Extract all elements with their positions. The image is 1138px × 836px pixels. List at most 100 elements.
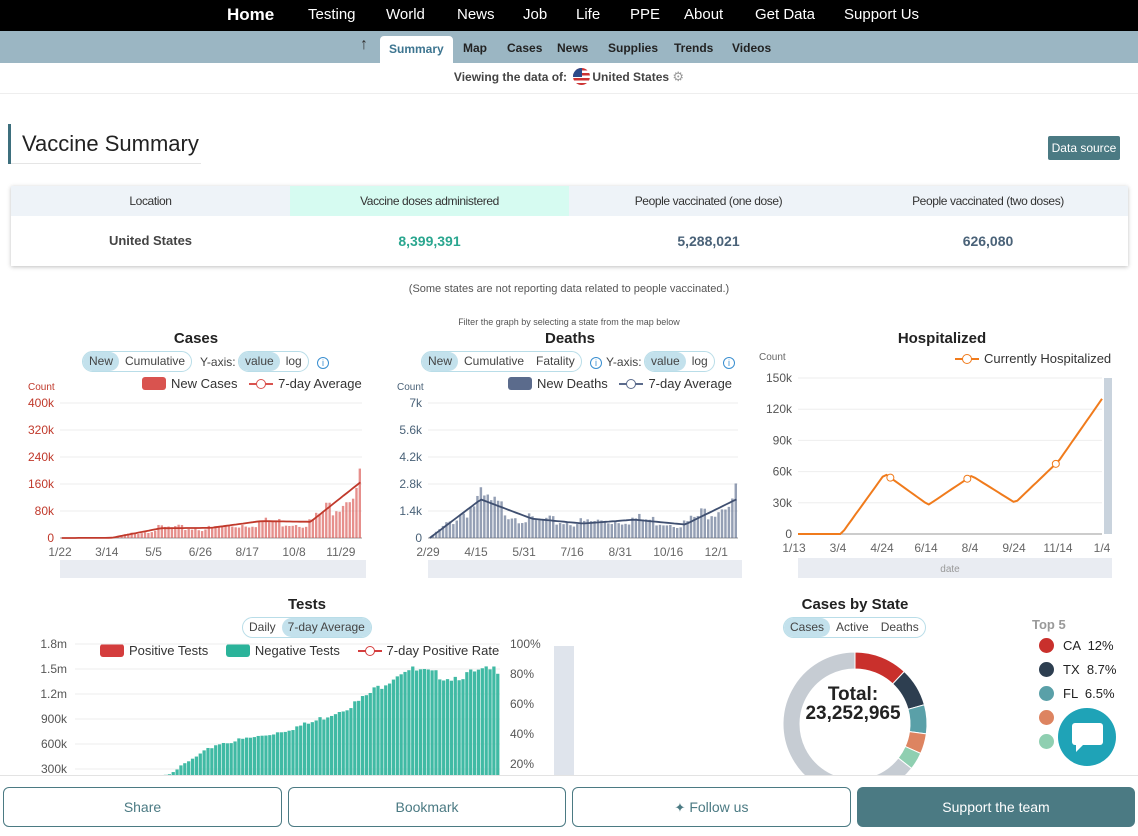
legend-7day-average[interactable]: 7-day Average: [278, 376, 362, 391]
deaths-chart[interactable]: Count 7k 5.6k 4.2k 2.8k 1.4k 02/29 4/15 5/31 7/16…: [380, 380, 760, 580]
top5-row[interactable]: CA 12%: [1039, 638, 1114, 653]
bar: [298, 526, 301, 538]
arrow-up-icon[interactable]: ↑: [360, 36, 368, 53]
chat-button[interactable]: [1058, 708, 1116, 766]
x-tick-label: 1/13: [782, 541, 806, 555]
bar: [150, 532, 153, 538]
tab-summary[interactable]: Summary: [380, 36, 453, 63]
bar: [679, 527, 682, 538]
info-icon[interactable]: i: [317, 357, 329, 369]
toggle-value[interactable]: value: [239, 352, 280, 371]
bookmark-button[interactable]: Bookmark: [288, 787, 566, 827]
nav-about[interactable]: About: [684, 6, 724, 23]
x-tick-label: 9/24: [1002, 541, 1026, 555]
toggle-deaths[interactable]: Deaths: [880, 620, 919, 634]
negative-bar: [476, 669, 481, 794]
bar: [638, 513, 641, 538]
tab-map[interactable]: Map: [463, 41, 487, 55]
bar: [338, 511, 341, 538]
tests-chart[interactable]: 1.8m 1.5m 1.2m 900k 600k 300k 100% 80% 60% 40% 20%: [0, 630, 600, 823]
location-name[interactable]: United States: [592, 70, 670, 84]
toggle-fatality[interactable]: Fatality: [536, 354, 575, 368]
bar: [569, 525, 572, 538]
negative-bar: [299, 725, 303, 794]
tab-supplies[interactable]: Supplies: [608, 41, 659, 55]
bar: [672, 526, 675, 538]
tests-legend: Positive Tests Negative Tests 7-day Posi…: [100, 643, 499, 658]
info-icon[interactable]: i: [590, 357, 602, 369]
tab-videos[interactable]: Videos: [732, 41, 772, 55]
bar: [576, 524, 579, 538]
toggle-log[interactable]: log: [285, 354, 302, 368]
nav-ppe[interactable]: PPE: [630, 6, 661, 23]
cell-location: United States: [108, 233, 193, 248]
nav-life[interactable]: Life: [576, 6, 601, 23]
legend-currently-hospitalized[interactable]: Currently Hospitalized: [984, 351, 1112, 366]
col-one-dose[interactable]: People vaccinated (one dose): [569, 186, 848, 216]
toggle-cases[interactable]: Cases: [784, 618, 831, 637]
top5-row[interactable]: [1039, 734, 1063, 749]
tab-news[interactable]: News: [557, 41, 589, 55]
legend-positive-tests[interactable]: Positive Tests: [129, 643, 209, 658]
bar: [294, 525, 298, 538]
toggle-active[interactable]: Active: [836, 620, 869, 634]
nav-get-data[interactable]: Get Data: [755, 6, 816, 23]
legend-new-cases[interactable]: New Cases: [171, 376, 238, 391]
tab-cases[interactable]: Cases: [507, 41, 543, 55]
legend-7day-average[interactable]: 7-day Average: [648, 376, 733, 391]
negative-bar: [403, 671, 407, 794]
nav-news[interactable]: News: [457, 6, 495, 23]
nav-world[interactable]: World: [386, 6, 425, 23]
bar: [490, 500, 493, 538]
top5-row[interactable]: [1039, 710, 1063, 725]
bar: [348, 502, 351, 538]
nav-support-us[interactable]: Support Us: [844, 6, 920, 23]
follow-us-button[interactable]: ✦ Follow us: [572, 787, 851, 827]
negative-bar: [469, 669, 473, 794]
x-tick-label: 12/1: [705, 545, 729, 559]
bar: [254, 527, 257, 538]
state-donut-chart[interactable]: Total:23,252,965: [770, 640, 950, 797]
top5-row[interactable]: FL 6.5%: [1039, 686, 1115, 701]
top5-row[interactable]: TX 8.7%: [1039, 662, 1116, 677]
negative-bar: [457, 680, 461, 794]
toggle-cumulative[interactable]: Cumulative: [464, 354, 525, 368]
col-two-doses[interactable]: People vaccinated (two doses): [848, 186, 1128, 216]
gear-icon[interactable]: ⚙: [672, 69, 685, 84]
toggle-7day-average[interactable]: 7-day Average: [281, 618, 371, 637]
bar: [696, 515, 700, 538]
bar: [301, 527, 304, 538]
bar: [641, 519, 644, 538]
negative-bar: [291, 730, 295, 794]
legend-new-deaths[interactable]: New Deaths: [537, 376, 608, 391]
col-doses[interactable]: Vaccine doses administered: [290, 186, 569, 216]
bar: [710, 516, 713, 538]
bar: [648, 519, 651, 538]
toggle-new[interactable]: New: [422, 352, 459, 371]
legend-positive-rate[interactable]: 7-day Positive Rate: [386, 643, 500, 658]
toggle-daily[interactable]: Daily: [249, 620, 276, 634]
zoom-handle: [1104, 378, 1112, 534]
legend-negative-tests[interactable]: Negative Tests: [254, 643, 340, 658]
share-button[interactable]: Share: [3, 787, 282, 827]
toggle-new[interactable]: New: [83, 352, 120, 371]
toggle-value[interactable]: value: [645, 352, 686, 371]
hospitalized-chart[interactable]: Count 150k 120k 90k 60k 30k 01/13 3/4 4/24 6/14 8/…: [750, 350, 1130, 580]
hospital-line-icon: [955, 352, 979, 365]
cases-chart[interactable]: Count 400k 320k 240k 160k 80k 01/22 3/14 5/5 6/26…: [0, 380, 380, 580]
toggle-cumulative[interactable]: Cumulative: [125, 354, 186, 368]
support-team-button[interactable]: Support the team: [857, 787, 1135, 827]
tab-trends[interactable]: Trends: [674, 41, 714, 55]
info-icon[interactable]: i: [723, 357, 735, 369]
toggle-log[interactable]: log: [691, 354, 708, 368]
negative-bar: [376, 685, 380, 794]
nav-job[interactable]: Job: [523, 6, 548, 23]
nav-home[interactable]: Home: [227, 5, 275, 24]
bar: [558, 523, 562, 538]
data-source-button[interactable]: Data source: [1048, 136, 1120, 160]
negative-bar: [461, 679, 465, 794]
negative-bar: [202, 750, 206, 794]
nav-testing[interactable]: Testing: [308, 6, 356, 23]
negative-bar: [480, 668, 484, 794]
bar: [724, 509, 727, 538]
